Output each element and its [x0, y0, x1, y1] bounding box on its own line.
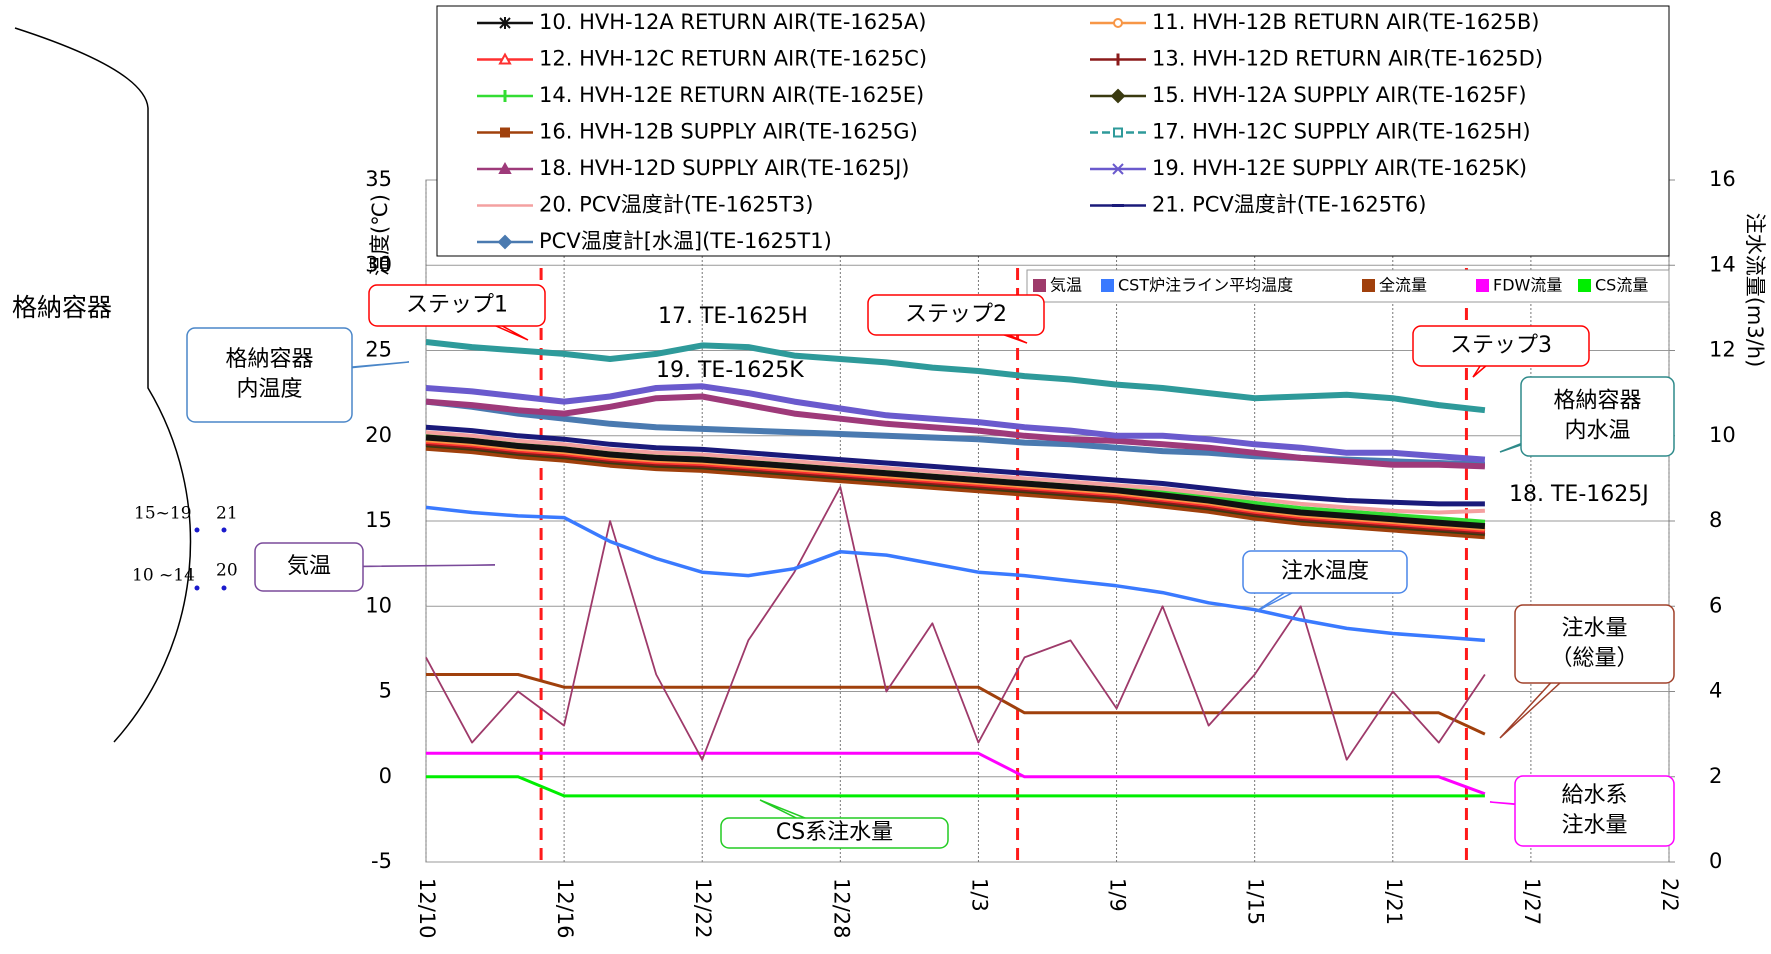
legend-label: FDW流量 [1493, 276, 1562, 295]
legend-marker [501, 129, 509, 137]
legend-label: 14. HVH-12E RETURN AIR(TE-1625E) [539, 83, 924, 107]
series-label: 19. TE-1625K [656, 358, 804, 383]
legend-label: 気温 [1050, 276, 1082, 295]
callout-text: 格納容器 [1553, 389, 1641, 414]
x-tick-label: 1/21 [1382, 878, 1406, 925]
x-tick-label: 12/16 [553, 878, 577, 939]
point-label: 15~19 [134, 504, 192, 524]
x-tick-label: 1/15 [1244, 878, 1268, 925]
legend-label: 21. PCV温度計(TE-1625T6) [1152, 193, 1426, 217]
diagram-title: 格納容器 [12, 293, 112, 322]
callout-text: ステップ1 [406, 293, 508, 318]
y-tick-label: 15 [365, 508, 392, 532]
y2-tick-label: 0 [1709, 849, 1722, 873]
callout-text: 格納容器 [225, 347, 313, 372]
legend-label: 13. HVH-12D RETURN AIR(TE-1625D) [1152, 47, 1543, 71]
legend-label: 10. HVH-12A RETURN AIR(TE-1625A) [539, 10, 926, 34]
point-dot [195, 528, 200, 533]
y2-tick-label: 6 [1709, 593, 1722, 617]
legend-swatch [1578, 279, 1591, 292]
legend-label: 20. PCV温度計(TE-1625T3) [539, 193, 813, 217]
x-tick-label: 12/10 [415, 878, 439, 939]
legend-label: CST炉注ライン平均温度 [1118, 276, 1293, 295]
legend-swatch [1033, 279, 1046, 292]
series-label: 17. TE-1625H [658, 304, 808, 329]
y-tick-label: 0 [379, 764, 392, 788]
point-label: 21 [216, 504, 238, 524]
y2-tick-label: 2 [1709, 764, 1722, 788]
x-tick-label: 1/27 [1520, 878, 1544, 925]
legend-marker [1114, 19, 1122, 27]
x-tick-label: 12/28 [829, 878, 853, 939]
y-tick-label: 20 [365, 423, 392, 447]
legend-label: 15. HVH-12A SUPPLY AIR(TE-1625F) [1152, 83, 1527, 107]
legend-swatch [1101, 279, 1114, 292]
legend-label: 16. HVH-12B SUPPLY AIR(TE-1625G) [539, 120, 918, 144]
callout-text: （総量） [1550, 646, 1638, 671]
x-tick-label: 1/3 [967, 878, 991, 912]
x-tick-label: 12/22 [691, 878, 715, 939]
legend-label: 19. HVH-12E SUPPLY AIR(TE-1625K) [1152, 156, 1527, 180]
legend-swatch [1476, 279, 1489, 292]
callout-text: CS系注水量 [776, 820, 893, 845]
callout-text: 注水量 [1561, 813, 1627, 838]
y2-tick-label: 8 [1709, 508, 1722, 532]
y-tick-label: 35 [365, 167, 392, 191]
y-tick-label: 5 [379, 679, 392, 703]
legend-swatch [1362, 279, 1375, 292]
page: 格納容器 15~19 21 10 ~14 20 -505101520253035… [0, 0, 1771, 954]
legend-label: 18. HVH-12D SUPPLY AIR(TE-1625J) [539, 156, 909, 180]
y-tick-label: 10 [365, 593, 392, 617]
callout-box [187, 328, 352, 422]
x-tick-label: 1/9 [1106, 878, 1130, 912]
legend-label: PCV温度計[水温](TE-1625T1) [539, 229, 832, 253]
point-label: 20 [216, 561, 238, 581]
callout-text: 内温度 [236, 377, 302, 402]
callout-text: 給水系 [1561, 783, 1627, 808]
point-dot [222, 586, 227, 591]
y2-tick-label: 16 [1709, 167, 1736, 191]
legend-label: 12. HVH-12C RETURN AIR(TE-1625C) [539, 47, 927, 71]
y2-axis-title: 注水流量(m3/h) [1743, 213, 1767, 368]
y-tick-label: 25 [365, 338, 392, 362]
legend-label: 11. HVH-12B RETURN AIR(TE-1625B) [1152, 10, 1540, 34]
callout-text: ステップ2 [905, 302, 1007, 327]
callout-text: 内水温 [1564, 419, 1630, 444]
callout-text: 注水温度 [1281, 559, 1369, 584]
containment-outline [15, 28, 190, 742]
point-label: 10 ~14 [132, 566, 195, 586]
y2-tick-label: 14 [1709, 252, 1736, 276]
legend-marker [1114, 129, 1122, 137]
y-tick-label: -5 [371, 849, 392, 873]
legend-label: 全流量 [1379, 276, 1427, 295]
callout-text: 気温 [287, 554, 331, 579]
y2-tick-label: 12 [1709, 338, 1736, 362]
y2-tick-label: 10 [1709, 423, 1736, 447]
callout-text: ステップ3 [1450, 333, 1552, 358]
chart: 格納容器 15~19 21 10 ~14 20 -505101520253035… [0, 0, 1771, 954]
legend-label: 17. HVH-12C SUPPLY AIR(TE-1625H) [1152, 120, 1531, 144]
callout-text: 注水量 [1561, 616, 1627, 641]
legend-label: CS流量 [1595, 276, 1648, 295]
point-dot [195, 586, 200, 591]
x-tick-label: 2/2 [1658, 878, 1682, 912]
y-axis-title: 温度(℃) [368, 194, 392, 276]
y2-tick-label: 4 [1709, 679, 1722, 703]
series-label: 18. TE-1625J [1509, 482, 1649, 507]
point-dot [222, 528, 227, 533]
